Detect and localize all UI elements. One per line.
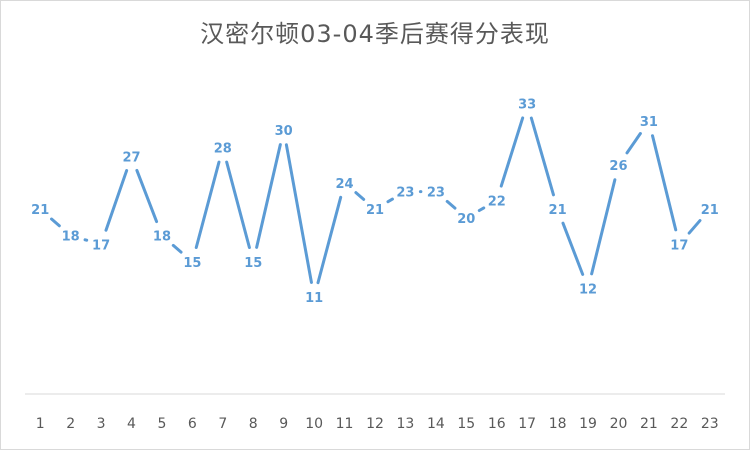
- x-tick-label: 2: [66, 416, 75, 432]
- data-label: 12: [579, 282, 597, 297]
- line-segment: [171, 243, 183, 254]
- x-tick-label: 9: [279, 416, 288, 432]
- x-tick-label: 21: [640, 416, 658, 432]
- data-label: 28: [214, 142, 232, 157]
- data-label: 11: [305, 291, 323, 306]
- x-tick-label: 5: [157, 416, 166, 432]
- x-tick-label: 4: [127, 416, 136, 432]
- data-label: 21: [366, 203, 384, 218]
- data-label: 24: [336, 177, 354, 192]
- line-segment: [354, 191, 366, 201]
- line-segment: [386, 197, 394, 204]
- line-segment: [687, 219, 702, 235]
- line-segment: [194, 160, 221, 250]
- data-label: 23: [396, 186, 414, 201]
- line-segment: [50, 217, 61, 228]
- line-segment: [135, 168, 159, 224]
- data-label: 23: [427, 186, 445, 201]
- line-segment: [225, 160, 251, 250]
- data-label: 33: [518, 98, 536, 113]
- line-segment: [561, 221, 585, 276]
- x-tick-label: 22: [670, 416, 688, 432]
- line-segment: [529, 116, 555, 197]
- line-segment: [625, 132, 642, 155]
- data-label: 15: [183, 256, 201, 271]
- x-tick-label: 16: [488, 416, 506, 432]
- data-label: 30: [275, 124, 293, 139]
- data-label: 18: [153, 230, 171, 245]
- x-tick-label: 20: [610, 416, 628, 432]
- line-segment: [104, 169, 129, 232]
- line-segment: [445, 199, 457, 210]
- chart-title: 汉密尔顿03-04季后赛得分表现: [200, 20, 550, 48]
- x-tick-label: 11: [336, 416, 354, 432]
- data-label: 21: [549, 203, 567, 218]
- data-label: 22: [488, 194, 506, 209]
- x-tick-label: 8: [249, 416, 258, 432]
- x-tick-label: 15: [457, 416, 475, 432]
- x-tick-label: 23: [701, 416, 719, 432]
- x-tick-label: 6: [188, 416, 197, 432]
- data-label: 21: [31, 203, 49, 218]
- data-label: 18: [62, 230, 80, 245]
- data-label: 26: [609, 159, 627, 174]
- data-label: 15: [244, 256, 262, 271]
- line-segment: [284, 143, 313, 284]
- line-segment: [477, 206, 486, 212]
- line-segment: [651, 134, 678, 232]
- x-tick-label: 3: [97, 416, 106, 432]
- line-segment: [316, 195, 343, 285]
- x-tick-label: 7: [218, 416, 227, 432]
- data-label: 27: [122, 150, 140, 165]
- line-segment: [499, 116, 525, 188]
- data-label: 20: [457, 212, 475, 227]
- x-tick-label: 10: [305, 416, 323, 432]
- data-label: 21: [701, 203, 719, 218]
- line-segment: [590, 178, 617, 276]
- x-tick-label: 13: [397, 416, 415, 432]
- x-tick-label: 14: [427, 416, 445, 432]
- x-axis-ticks: 1 2 3 4 5 6 7 8 9 10 11 12 13 14 15 16 17 18 19 20 21 22 23: [36, 416, 719, 432]
- line-segment: [255, 143, 282, 249]
- x-tick-label: 1: [36, 416, 45, 432]
- data-label: 17: [670, 238, 688, 253]
- x-tick-label: 18: [549, 416, 567, 432]
- x-tick-label: 17: [518, 416, 536, 432]
- line-series: [50, 116, 702, 285]
- data-labels: 21 18 17 27 18 15 28 15 30 11 24 21 23 23 20 22 33 21 12 26…: [31, 98, 719, 307]
- data-label: 17: [92, 238, 110, 253]
- x-tick-label: 12: [366, 416, 384, 432]
- data-label: 31: [640, 115, 658, 130]
- x-tick-label: 19: [579, 416, 597, 432]
